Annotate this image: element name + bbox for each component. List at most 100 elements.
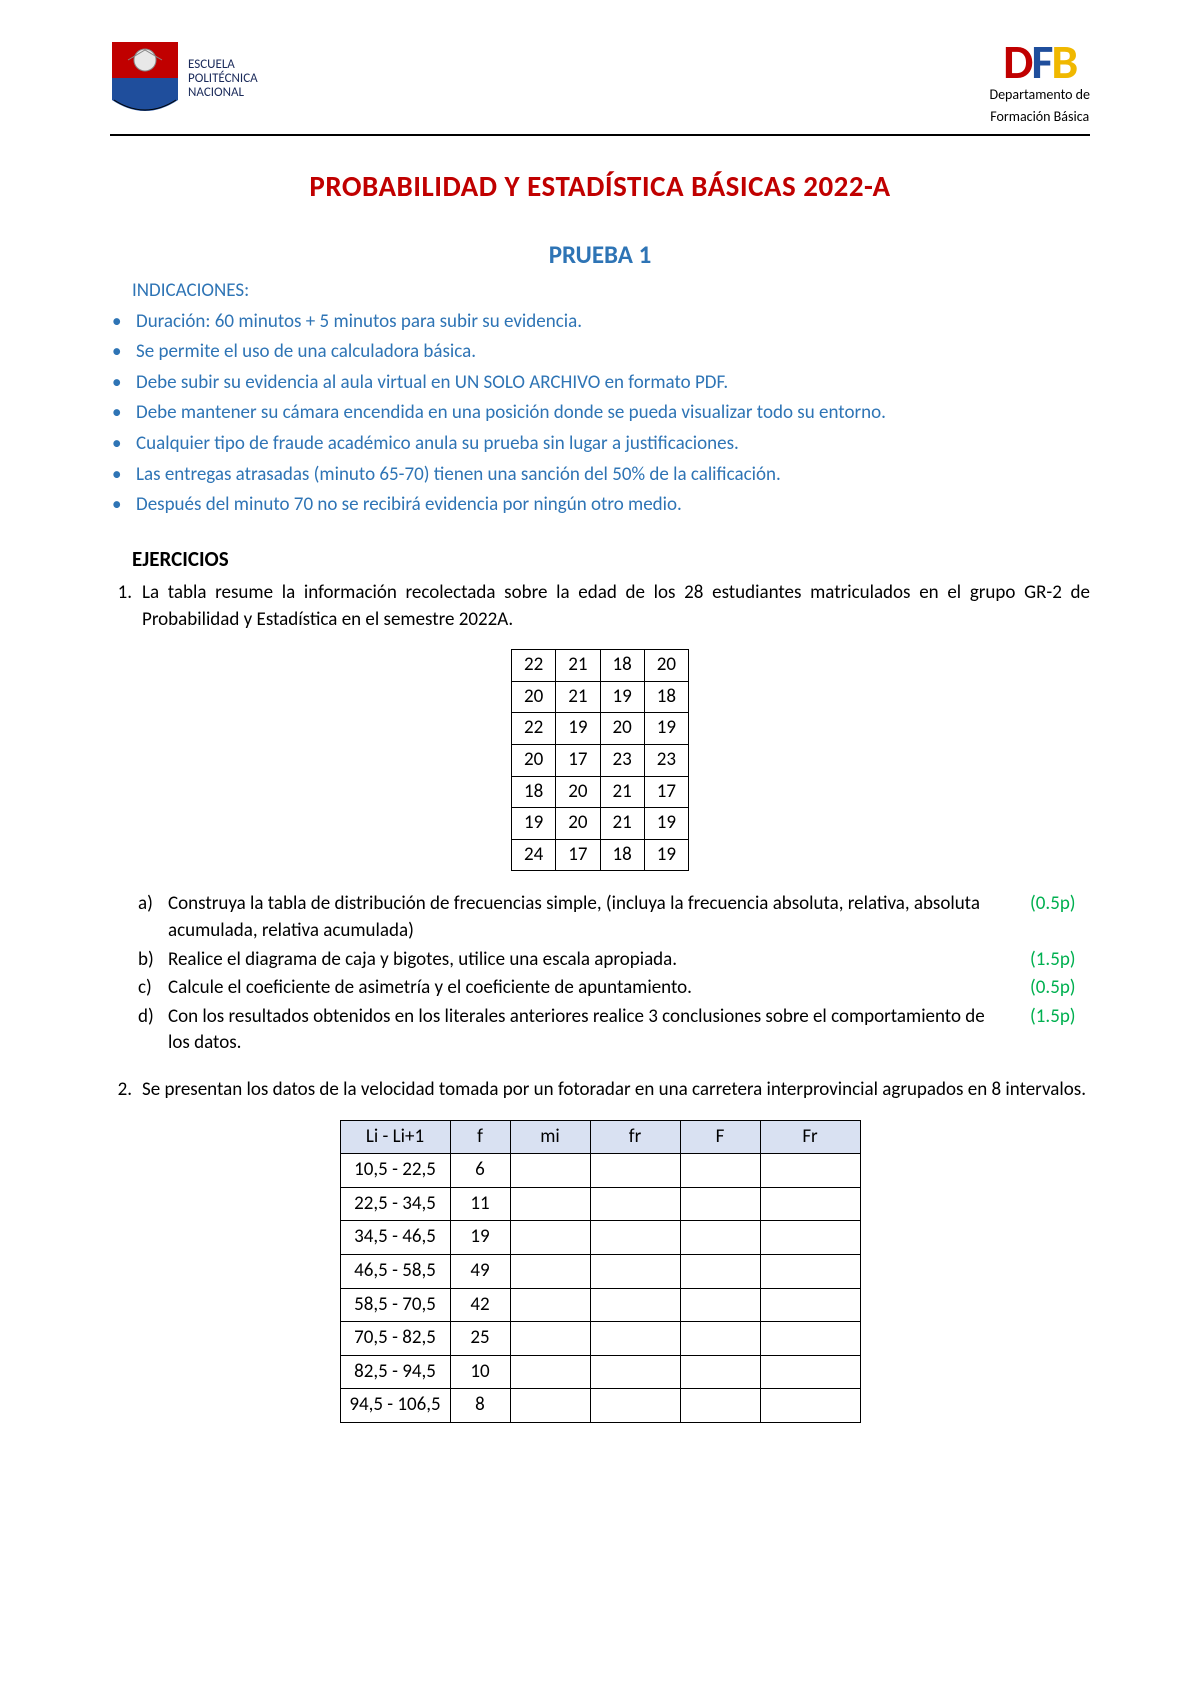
header: ESCUELA POLITÉCNICA NACIONAL DFB Departa… [110,40,1090,126]
table-cell [510,1221,590,1255]
table-header-cell: Li - Li+1 [340,1120,450,1154]
table-cell: 17 [556,839,600,871]
table-cell [590,1355,680,1389]
table-cell [510,1322,590,1356]
table-cell [510,1288,590,1322]
table-cell: 21 [600,808,644,840]
sub-item-b: b) Realice el diagrama de caja y bigotes… [138,947,1090,974]
epn-name: ESCUELA POLITÉCNICA NACIONAL [188,58,258,101]
table-cell [760,1389,860,1423]
exercise-2-text: Se presentan los datos de la velocidad t… [142,1077,1090,1104]
table-row: 22211820 [511,650,688,682]
epn-line1: ESCUELA [188,58,258,72]
table-row: 58,5 - 70,542 [340,1288,860,1322]
dfb-sub2: Formación Básica [989,107,1090,127]
sub-item-a: a) Construya la tabla de distribución de… [138,891,1090,944]
ages-table: 2221182020211918221920192017232318202117… [511,649,689,871]
table-row: 22,5 - 34,511 [340,1187,860,1221]
table-header-cell: F [680,1120,760,1154]
table-cell: 94,5 - 106,5 [340,1389,450,1423]
epn-line2: POLITÉCNICA [188,72,258,86]
indication-item: Debe subir su evidencia al aula virtual … [110,370,1090,397]
table-cell: 6 [450,1154,510,1188]
table-header-cell: mi [510,1120,590,1154]
table-row: 20211918 [511,681,688,713]
table-row: 82,5 - 94,510 [340,1355,860,1389]
table-cell: 17 [644,776,688,808]
table-cell: 19 [600,681,644,713]
sub-marker: c) [138,975,158,1002]
sub-marker: b) [138,947,158,974]
table-cell: 82,5 - 94,5 [340,1355,450,1389]
frequency-table: Li - Li+1fmifrFFr 10,5 - 22,5622,5 - 34,… [340,1120,861,1423]
table-cell: 22 [511,713,555,745]
table-cell: 10 [450,1355,510,1389]
table-row: 34,5 - 46,519 [340,1221,860,1255]
dfb-logo-icon: DFB [989,40,1090,83]
table-row: 20172323 [511,745,688,777]
table-cell [590,1187,680,1221]
table-cell: 20 [511,681,555,713]
header-divider [110,134,1090,136]
exercise-2: 2. Se presentan los datos de la velocida… [110,1077,1090,1104]
table-cell [590,1288,680,1322]
table-header-cell: f [450,1120,510,1154]
table-cell: 18 [644,681,688,713]
exercise-2-number: 2. [110,1077,132,1104]
table-cell: 20 [511,745,555,777]
table-header-cell: fr [590,1120,680,1154]
indications-heading: INDICACIONES: [132,278,1090,305]
table-cell: 18 [600,650,644,682]
table-cell [760,1154,860,1188]
dfb-b: B [1051,32,1076,91]
table-cell [510,1254,590,1288]
table-cell: 23 [600,745,644,777]
logo-left: ESCUELA POLITÉCNICA NACIONAL [110,40,258,118]
indication-item: Las entregas atrasadas (minuto 65-70) ti… [110,462,1090,489]
table-cell: 10,5 - 22,5 [340,1154,450,1188]
logo-right: DFB Departamento de Formación Básica [989,40,1090,126]
table-cell: 19 [556,713,600,745]
table-cell: 19 [644,839,688,871]
epn-shield-icon [110,40,180,118]
dfb-f: F [1031,32,1051,91]
table-cell: 11 [450,1187,510,1221]
table-cell: 18 [600,839,644,871]
table-row: 22192019 [511,713,688,745]
table-cell: 22,5 - 34,5 [340,1187,450,1221]
table-header-cell: Fr [760,1120,860,1154]
table-row: 18202117 [511,776,688,808]
table-cell [510,1154,590,1188]
indication-item: Debe mantener su cámara encendida en una… [110,400,1090,427]
table-cell: 34,5 - 46,5 [340,1221,450,1255]
table-cell [680,1154,760,1188]
exercise-1-number: 1. [110,580,132,633]
page-subtitle: PRUEBA 1 [110,237,1090,272]
indication-item: Cualquier tipo de fraude académico anula… [110,431,1090,458]
table-cell: 20 [556,808,600,840]
table-cell [680,1355,760,1389]
page-title: PROBABILIDAD Y ESTADÍSTICA BÁSICAS 2022-… [110,166,1090,207]
points-label: (1.5p) [1030,947,1090,974]
indications-list: Duración: 60 minutos + 5 minutos para su… [110,309,1090,519]
dfb-sub1: Departamento de [989,85,1090,105]
table-cell: 49 [450,1254,510,1288]
sub-text: Construya la tabla de distribución de fr… [168,891,1010,944]
table-cell [590,1154,680,1188]
table-cell: 46,5 - 58,5 [340,1254,450,1288]
epn-line3: NACIONAL [188,86,258,100]
table-cell [590,1254,680,1288]
table-cell [510,1187,590,1221]
exercise-1: 1. La tabla resume la información recole… [110,580,1090,633]
sub-marker: d) [138,1004,158,1057]
sub-text: Con los resultados obtenidos en los lite… [168,1004,1010,1057]
sub-text: Realice el diagrama de caja y bigotes, u… [168,947,1010,974]
table-cell: 18 [511,776,555,808]
table-row: 10,5 - 22,56 [340,1154,860,1188]
table-cell [590,1389,680,1423]
points-label: (0.5p) [1030,891,1090,944]
table-cell: 19 [644,808,688,840]
exercises-heading: EJERCICIOS [132,545,1090,574]
table-row: 46,5 - 58,549 [340,1254,860,1288]
table-cell [680,1389,760,1423]
